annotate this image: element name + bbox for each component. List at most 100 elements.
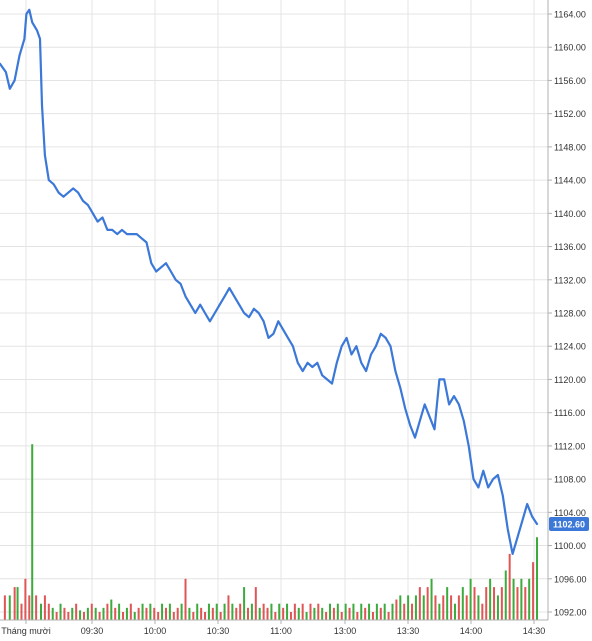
volume-bar	[426, 587, 429, 620]
volume-bar	[20, 603, 23, 620]
volume-bar	[227, 595, 230, 620]
volume-bar	[493, 587, 496, 620]
volume-bar	[176, 607, 179, 620]
volume-bar	[106, 603, 109, 620]
y-tick-label: 1116.00	[554, 408, 585, 418]
volume-bar	[137, 607, 140, 620]
volume-bar	[266, 607, 269, 620]
volume-bar	[262, 603, 265, 620]
volume-bar	[141, 603, 144, 620]
x-tick-label: 10:30	[207, 626, 230, 636]
y-tick-label: 1128.00	[554, 309, 586, 319]
volume-bar	[422, 595, 425, 620]
volume-bar	[188, 607, 191, 620]
volume-bar	[243, 587, 246, 620]
volume-bar	[375, 603, 378, 620]
volume-bar	[133, 612, 136, 620]
x-tick-label: 11:00	[270, 626, 292, 636]
volume-bar	[35, 595, 38, 620]
y-tick-label: 1100.00	[554, 541, 586, 551]
volume-bar	[129, 603, 132, 620]
volume-bar	[102, 607, 105, 620]
volume-bar	[352, 603, 355, 620]
volume-bar	[161, 603, 164, 620]
volume-bar	[360, 603, 363, 620]
y-tick-label: 1156.00	[554, 76, 586, 86]
volume-bar	[122, 612, 125, 620]
volume-bar	[75, 603, 78, 620]
volume-bar	[536, 537, 538, 620]
volume-bar	[407, 595, 410, 620]
x-tick-label: 10:00	[144, 626, 167, 636]
volume-bar	[47, 603, 50, 620]
last-price-badge	[549, 516, 589, 531]
volume-bar	[317, 603, 320, 620]
volume-bar	[118, 603, 121, 620]
volume-bar	[94, 607, 97, 620]
volume-bar	[340, 612, 343, 620]
volume-bar	[180, 603, 183, 620]
volume-bar	[90, 603, 93, 620]
volume-bar	[211, 607, 214, 620]
volume-bar	[168, 603, 171, 620]
volume-bar	[8, 595, 11, 620]
volume-bar	[500, 587, 503, 620]
volume-bar	[63, 607, 66, 620]
y-tick-label: 1132.00	[554, 275, 586, 285]
x-tick-label: 13:30	[397, 626, 420, 636]
volume-bar	[508, 553, 511, 620]
volume-bar	[329, 603, 332, 620]
x-tick-label: 09:30	[81, 626, 104, 636]
volume-bar	[395, 599, 398, 620]
volume-bar	[82, 612, 85, 620]
volume-bar	[348, 607, 351, 620]
volume-bar	[485, 587, 488, 620]
y-tick-label: 1120.00	[554, 375, 586, 385]
volume-bar	[434, 595, 437, 620]
y-tick-label: 1164.00	[554, 10, 586, 20]
volume-bar	[71, 607, 74, 620]
volume-bar	[258, 607, 261, 620]
y-tick-label: 1152.00	[554, 109, 586, 119]
volume-bar	[461, 587, 464, 620]
volume-bar	[512, 578, 515, 620]
volume-bar	[438, 603, 441, 620]
volume-bar	[13, 587, 16, 620]
volume-bar	[430, 578, 433, 620]
volume-bar	[336, 603, 339, 620]
y-tick-label: 1160.00	[554, 43, 586, 53]
volume-bar	[453, 603, 456, 620]
volume-bar	[98, 612, 101, 620]
volume-bar	[481, 603, 484, 620]
volume-bar	[196, 603, 199, 620]
volume-bar	[164, 607, 167, 620]
volume-bar	[321, 607, 324, 620]
volume-bar	[149, 603, 152, 620]
volume-bar	[489, 578, 492, 620]
volume-bar	[145, 607, 148, 620]
volume-bar	[114, 607, 117, 620]
volume-bar	[457, 595, 460, 620]
volume-bar	[469, 578, 472, 620]
volume-bar	[223, 603, 226, 620]
volume-bar	[250, 603, 253, 620]
volume-bar	[293, 603, 296, 620]
volume-bar	[31, 444, 34, 620]
volume-bar	[278, 603, 281, 620]
x-tick-label: 13:00	[334, 626, 357, 636]
volume-bar	[79, 610, 82, 620]
volume-bar	[204, 612, 207, 620]
volume-bar	[172, 612, 175, 620]
volume-bar	[403, 603, 406, 620]
volume-bar	[450, 595, 453, 620]
volume-bar	[465, 595, 468, 620]
volume-bar	[207, 603, 210, 620]
volume-bar	[231, 603, 234, 620]
volume-bar	[332, 607, 335, 620]
volume-bar	[157, 612, 160, 620]
volume-bar	[254, 587, 257, 620]
volume-bar	[379, 607, 382, 620]
